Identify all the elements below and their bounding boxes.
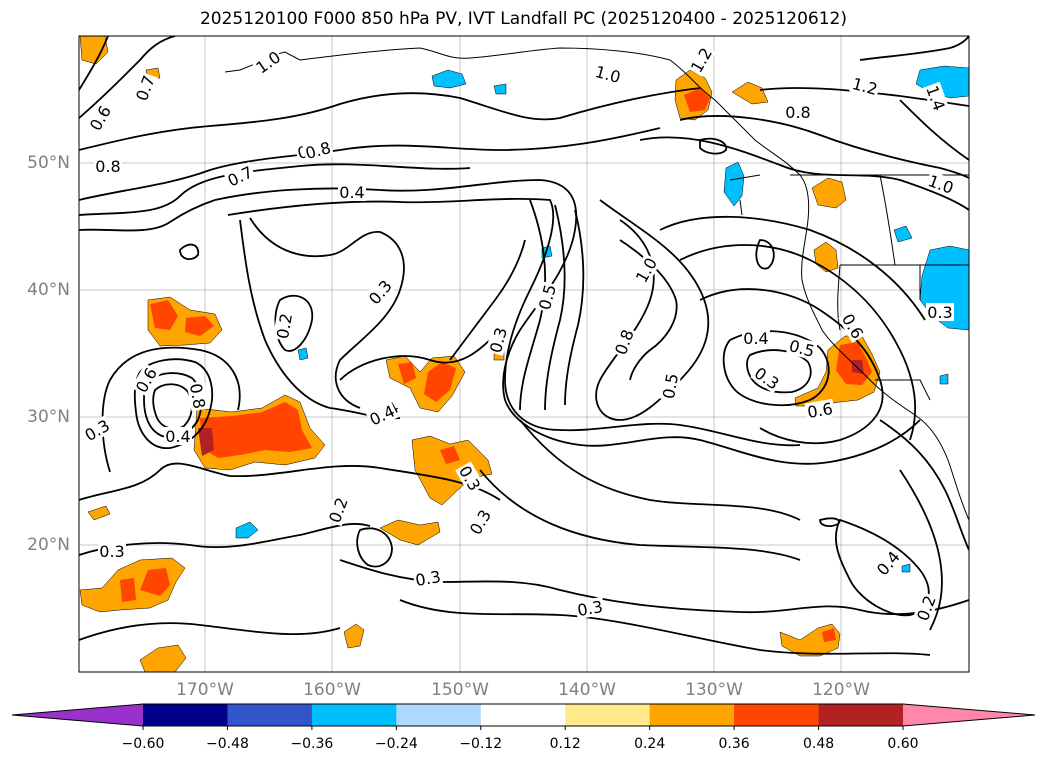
plot-area	[79, 36, 969, 672]
lat-label-40n: 40°N	[27, 280, 70, 300]
contour-label-background	[131, 71, 159, 105]
contour-label-background	[164, 427, 192, 445]
contour-label-background	[338, 183, 366, 201]
colorbar-tick-label: −0.48	[205, 736, 249, 752]
contour-label-background	[742, 329, 770, 347]
contour-label: 0.4	[743, 329, 768, 348]
contour-label-background	[658, 370, 682, 402]
lat-label-20n: 20°N	[27, 535, 70, 555]
contour-label-background	[365, 400, 399, 430]
contour-label-background	[94, 157, 122, 175]
contour-label-background	[324, 493, 352, 527]
contour-label-background	[924, 170, 958, 198]
lon-label-140w: 140°W	[558, 680, 616, 700]
colorbar-tick-label: −0.12	[459, 736, 503, 752]
contour-label-background	[485, 324, 511, 356]
colorbar-tick-label: −0.60	[121, 736, 165, 752]
contour-label: 0.3	[576, 597, 604, 620]
contour-label-background	[686, 43, 716, 77]
contour-label-background	[849, 73, 881, 99]
contour-label-background	[302, 137, 334, 163]
colorbar-swatch	[143, 704, 228, 726]
contour-label-background	[786, 335, 818, 361]
colorbar-swatch	[311, 704, 397, 726]
colorbar-swatch	[818, 704, 904, 726]
lon-label-130w: 130°W	[685, 680, 743, 700]
pv-contours	[79, 36, 969, 656]
colorbar-swatch	[649, 704, 735, 726]
lon-label-150w: 150°W	[431, 680, 489, 700]
contour-label: 0.3	[414, 567, 442, 590]
coastlines	[224, 47, 969, 521]
colorbar-tick-label: 0.48	[802, 736, 835, 752]
contour-label-background	[251, 46, 285, 78]
colorbar-extend-min	[12, 704, 143, 726]
contour-label-background	[631, 253, 661, 287]
colorbar-swatch	[227, 704, 313, 726]
contour-label-background	[98, 542, 126, 560]
contour-label-background	[534, 281, 560, 313]
contour-label: 0.8	[186, 382, 209, 410]
contour-label-background	[804, 398, 836, 422]
contour-label-background	[574, 596, 606, 620]
contour-label-background	[750, 362, 784, 394]
contour-label: 0.4	[165, 427, 190, 446]
colorbar	[11, 703, 1036, 730]
contour-labels: 0.60.71.00.80.80.70.80.41.01.21.20.81.41…	[80, 43, 958, 625]
colorbar-swatch	[734, 704, 820, 726]
contour-label-background	[610, 325, 638, 359]
lon-label-160w: 160°W	[303, 680, 361, 700]
ivt-strong-positive-regions	[120, 88, 872, 642]
contour-label-background	[465, 505, 495, 539]
colorbar-swatch	[565, 704, 651, 726]
contour-label: 0.3	[927, 303, 952, 322]
colorbar-swatch	[480, 704, 566, 726]
lat-label-30n: 30°N	[27, 407, 70, 427]
contour-label-background	[80, 415, 114, 445]
lat-label-50n: 50°N	[27, 153, 70, 173]
lon-label-120w: 120°W	[812, 680, 870, 700]
plot-border	[78, 35, 970, 673]
contour-label: 0.2	[273, 312, 296, 340]
contour-label-background	[926, 303, 954, 321]
contour-label-background	[412, 566, 444, 590]
lon-label-170w: 170°W	[176, 680, 234, 700]
contour-label-background	[455, 461, 485, 495]
colorbar-tick-label: 0.60	[887, 736, 919, 752]
contour-label: 0.8	[95, 157, 120, 176]
colorbar-tick-label: −0.36	[290, 736, 334, 752]
contour-label-background	[784, 103, 812, 121]
contour-label-background	[592, 61, 624, 87]
contour-label-background	[912, 591, 940, 625]
colorbar-tick-label: 0.36	[718, 736, 750, 752]
contour-label-background	[872, 546, 904, 580]
colorbar-swatch	[396, 704, 482, 726]
contour-label-background	[272, 310, 296, 342]
contour-label: 0.6	[806, 399, 834, 422]
chart-title: 2025120100 F000 850 hPa PV, IVT Landfall…	[199, 9, 847, 29]
contour-label-background	[223, 161, 257, 191]
colorbar-extend-max	[903, 704, 1035, 726]
contour-label-background	[838, 309, 868, 343]
contour-label: 0.8	[785, 103, 810, 122]
contour-label-background	[85, 101, 115, 135]
contour-label-background	[186, 380, 210, 412]
contour-label: 0.4	[339, 183, 364, 202]
contour-label-background	[922, 81, 950, 115]
contour-label-background	[131, 363, 161, 397]
contour-label: 0.5	[659, 372, 682, 400]
contour-label: 0.3	[99, 542, 124, 561]
colorbar-tick-label: 0.24	[634, 736, 666, 752]
colorbar-tick-label: 0.12	[549, 736, 581, 752]
contour-label-background	[364, 275, 396, 309]
colorbar-tick-label: −0.24	[374, 736, 418, 752]
